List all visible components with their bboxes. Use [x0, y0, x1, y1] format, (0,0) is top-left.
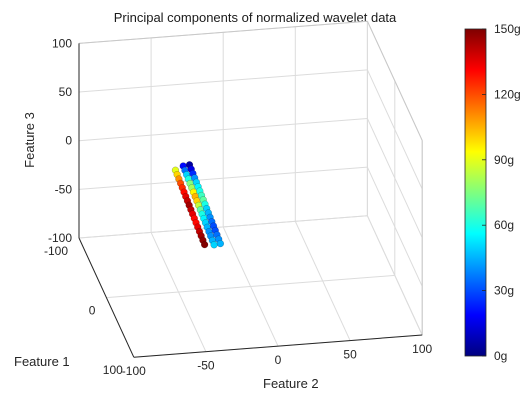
y-tick-label: 0 [275, 353, 282, 367]
colorbar-tick-label: 30g [494, 284, 514, 298]
axes [78, 43, 423, 358]
side-wall-grid-line [366, 118, 423, 238]
x-axis-label: Feature 1 [14, 354, 70, 369]
colorbar-ticks: 0g 30g 60g 90g 120g 150g [482, 22, 521, 363]
box-edge [366, 20, 423, 141]
y-tick-label: -100 [122, 364, 146, 378]
y-axis-label: Feature 2 [263, 376, 319, 391]
y-axis-line [133, 334, 423, 358]
z-tick-label: -100 [48, 231, 72, 245]
x-tick-label: 0 [89, 304, 96, 318]
x-axis-line [78, 237, 135, 358]
grid-lines [78, 20, 423, 358]
x-tick-label: 100 [103, 363, 123, 377]
colorbar-tick-label: 90g [494, 153, 514, 167]
back-wall-grid-line [78, 118, 368, 142]
chart-title: Principal components of normalized wavel… [114, 10, 397, 25]
y-tick-label: 100 [412, 342, 432, 356]
side-wall-grid-line [366, 166, 423, 287]
back-wall-grid-line [78, 69, 368, 93]
z-tick-label: -50 [55, 182, 73, 196]
data-point [216, 239, 225, 248]
data-points [171, 161, 225, 249]
data-point [210, 241, 218, 249]
colorbar-tick-label: 0g [494, 349, 507, 363]
z-axis-label: Feature 3 [22, 112, 37, 168]
z-tick-label: 0 [65, 134, 72, 148]
x-tick-label: -100 [44, 244, 68, 258]
side-wall-grid-line [366, 215, 423, 336]
colorbar-tick-label: 60g [494, 218, 514, 232]
z-tick-label: 100 [52, 36, 72, 50]
colorbar-tick-label: 120g [494, 87, 521, 101]
box-edge [78, 20, 368, 44]
floor-grid-line [106, 274, 395, 299]
colorbar [464, 28, 487, 357]
back-wall-grid-line [78, 215, 368, 239]
side-wall-grid-line [366, 69, 423, 190]
y-tick-label: 50 [343, 348, 357, 362]
colorbar-tick-label: 150g [494, 22, 521, 36]
data-point [200, 240, 209, 249]
z-tick-label: 50 [59, 85, 73, 99]
back-wall-grid-line [78, 166, 368, 190]
y-tick-label: -50 [197, 359, 215, 373]
